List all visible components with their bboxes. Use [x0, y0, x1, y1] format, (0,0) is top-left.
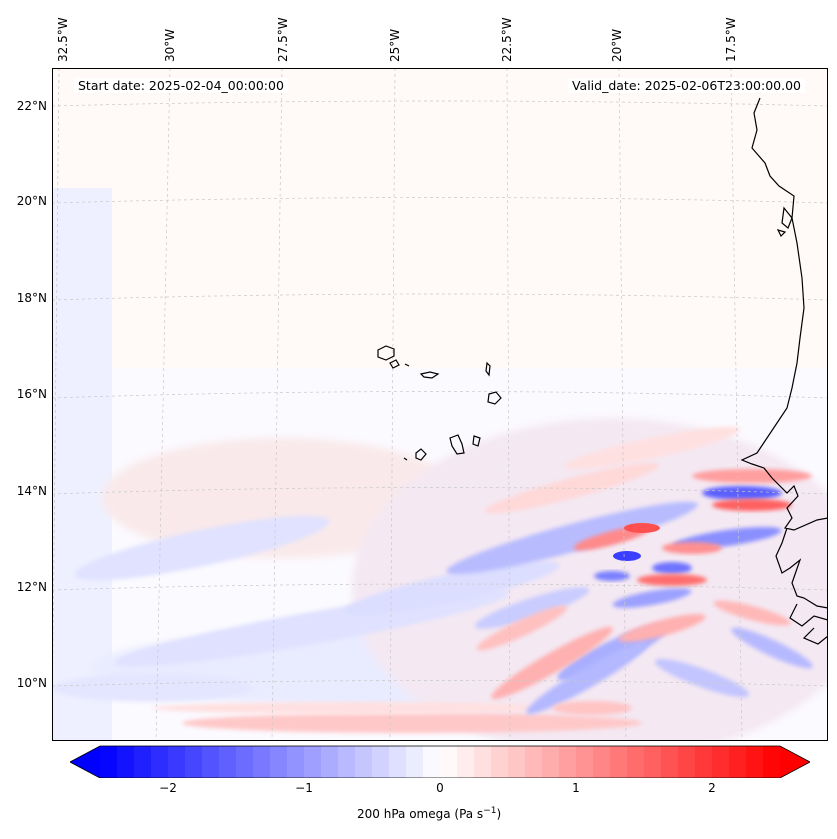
colorbar-segment: [100, 746, 118, 778]
colorbar-outline: [70, 745, 810, 778]
colorbar-segment: [440, 746, 458, 778]
start-date-label: Start date: 2025-02-04_00:00:00: [74, 78, 288, 93]
colorbar-segment: [729, 746, 747, 778]
lat-label: 16°N: [16, 387, 47, 401]
colorbar-segment: [559, 746, 577, 778]
colorbar-segment: [304, 746, 322, 778]
colorbar-segment: [389, 746, 407, 778]
colorbar-segment: [644, 746, 662, 778]
colorbar-segment: [287, 746, 305, 778]
colorbar-segment: [525, 746, 543, 778]
lat-label: 14°N: [16, 484, 47, 498]
lat-label: 18°N: [16, 291, 47, 305]
lat-label: 12°N: [16, 580, 47, 594]
colorbar-segment: [746, 746, 764, 778]
colorbar-segment: [270, 746, 288, 778]
colorbar-tick-label: 2: [708, 781, 716, 795]
colorbar-segment: [576, 746, 594, 778]
colorbar-segment: [372, 746, 390, 778]
valid-date-label: Valid_date: 2025-02-06T23:00:00.00: [567, 78, 805, 93]
colorbar-segment: [712, 746, 730, 778]
colorbar-segment: [355, 746, 373, 778]
colorbar-segment: [168, 746, 186, 778]
colorbar-segment: [321, 746, 339, 778]
colorbar-tick-label: 0: [436, 781, 444, 795]
colorbar-tick-label: −1: [295, 781, 313, 795]
colorbar-segment: [253, 746, 271, 778]
colorbar-label: 200 hPa omega (Pa s−1): [357, 806, 501, 821]
colorbar-tick-label: 1: [572, 781, 580, 795]
colorbar-segment: [202, 746, 220, 778]
colorbar-segment: [610, 746, 628, 778]
lon-label: 22.5°W: [500, 17, 514, 62]
colorbar-segment: [134, 746, 152, 778]
colorbar-segment: [508, 746, 526, 778]
colorbar-segment: [457, 746, 475, 778]
colorbar-segment: [423, 746, 441, 778]
colorbar-segment: [338, 746, 356, 778]
lon-label: 25°W: [388, 28, 402, 62]
colorbar-label-close: ): [496, 807, 502, 821]
omega-map: [52, 68, 828, 741]
lat-label: 22°N: [16, 99, 47, 113]
lon-label: 17.5°W: [724, 17, 738, 62]
colorbar-extend-max: [780, 746, 810, 778]
lon-label: 30°W: [163, 28, 177, 62]
colorbar-segment: [406, 746, 424, 778]
islands: [377, 345, 502, 461]
colorbar-label-text: 200 hPa omega (Pa s: [357, 807, 484, 821]
colorbar-segment: [661, 746, 679, 778]
gridlines: [52, 68, 828, 741]
colorbar-segment: [695, 746, 713, 778]
colorbar-segment: [185, 746, 203, 778]
colorbar-segment: [236, 746, 254, 778]
colorbar-label-exponent: −1: [483, 806, 497, 816]
colorbar-segment: [474, 746, 492, 778]
colorbar: [70, 745, 810, 778]
colorbar-extend-min: [70, 746, 100, 778]
lat-label: 10°N: [16, 676, 47, 690]
colorbar-segment: [151, 746, 169, 778]
colorbar-segment: [117, 746, 135, 778]
lon-label: 32.5°W: [56, 17, 70, 62]
map-frame: [52, 68, 828, 741]
colorbar-segment: [627, 746, 645, 778]
colorbar-segment: [542, 746, 560, 778]
lon-label: 27.5°W: [276, 17, 290, 62]
colorbar-segment: [593, 746, 611, 778]
lon-label: 20°W: [610, 28, 624, 62]
colorbar-segment: [491, 746, 509, 778]
colorbar-segment: [763, 746, 781, 778]
colorbar-segment: [219, 746, 237, 778]
lat-label: 20°N: [16, 194, 47, 208]
colorbar-segment: [678, 746, 696, 778]
coastline: [740, 97, 828, 645]
colorbar-tick-label: −2: [159, 781, 177, 795]
